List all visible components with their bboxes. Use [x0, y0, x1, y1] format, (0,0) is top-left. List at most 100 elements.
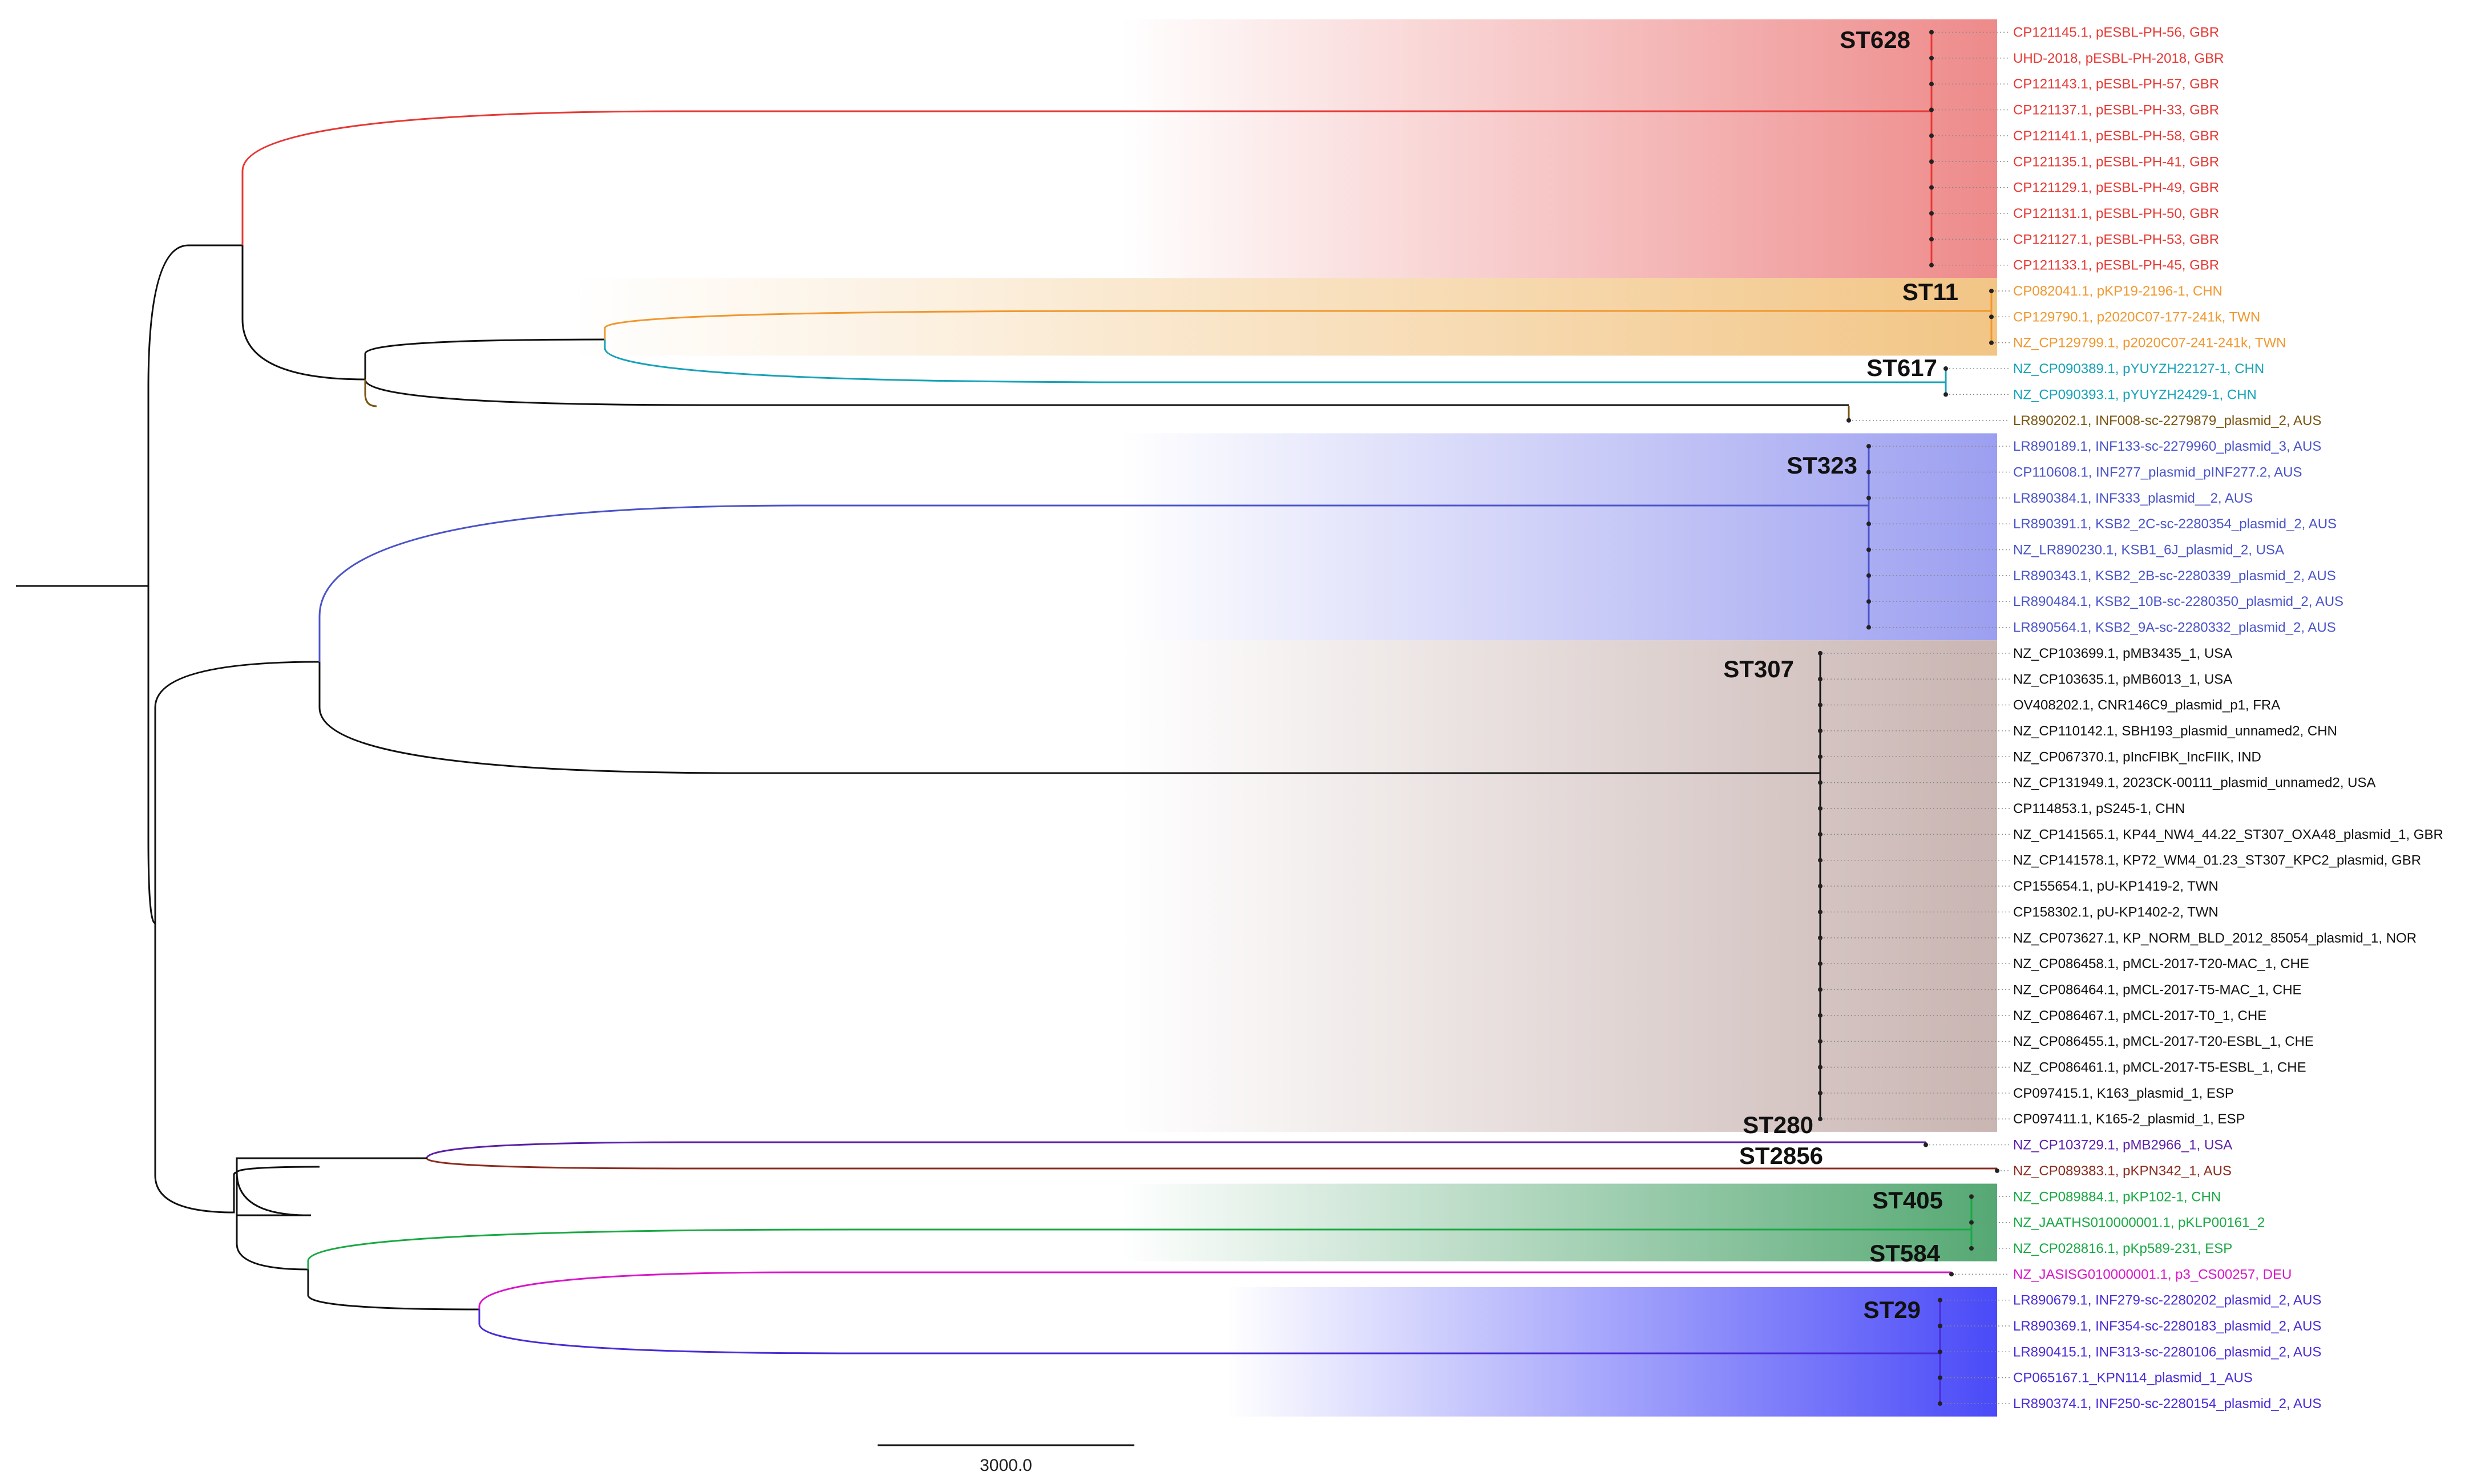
leaf-label: CP129790.1, p2020C07-177-241k, TWN: [2013, 309, 2260, 325]
st307-branch: [318, 662, 1820, 774]
leaf-label: CP155654.1, pU-KP1419-2, TWN: [2013, 879, 2219, 894]
leaf-label: NZ_CP103635.1, pMB6013_1, USA: [2013, 672, 2232, 687]
st323-band: [1121, 433, 1997, 641]
leaf-labels: CP121145.1, pESBL-PH-56, GBR UHD-2018, pE…: [2013, 25, 2443, 1412]
leaf-node: [1866, 573, 1871, 578]
leaf-node: [1818, 1090, 1823, 1095]
clade-labels: ST628 ST11 ST617 ST323 ST307 ST280 ST2856 ST405…: [1723, 26, 1958, 1323]
leaf-label: UHD-2018, pESBL-PH-2018, GBR: [2013, 51, 2224, 66]
leaf-node: [1818, 1065, 1823, 1070]
leaf-label: NZ_CP090389.1, pYUYZH22127-1, CHN: [2013, 361, 2264, 377]
leaf-label: CP121141.1, pESBL-PH-58, GBR: [2013, 128, 2219, 144]
leaf-node: [1818, 728, 1823, 733]
st628-band: [1121, 19, 1997, 278]
leaf-node: [1818, 1117, 1823, 1122]
leaf-node: [1938, 1401, 1942, 1406]
leaf-node: [1818, 1013, 1823, 1018]
leaf-label: NZ_CP090393.1, pYUYZH2429-1, CHN: [2013, 387, 2257, 402]
leaf-node: [1929, 185, 1934, 190]
leaf-label: NZ_CP129799.1, p2020C07-241-241k, TWN: [2013, 335, 2286, 351]
leaf-node: [1989, 340, 1994, 345]
leaf-label: CP121135.1, pESBL-PH-41, GBR: [2013, 154, 2219, 169]
leaf-node: [1969, 1194, 1974, 1199]
st280-st2856-node: [236, 1172, 311, 1216]
leaf-node: [1866, 521, 1871, 527]
leaf-node: [1929, 237, 1934, 242]
leaf-label: NZ_CP141578.1, KP72_WM4_01.23_ST307_KPC2…: [2013, 853, 2421, 868]
upper-group-split: [241, 245, 366, 381]
leaf-label: LR890189.1, INF133-sc-2279960_plasmid_3,…: [2013, 439, 2321, 454]
leaf-node: [1818, 780, 1823, 785]
leaf-label: NZ_CP086455.1, pMCL-2017-T20-ESBL_1, CHE: [2013, 1034, 2314, 1049]
leaf-node: [1969, 1220, 1974, 1225]
clade-terminal-combs: [1818, 30, 1999, 1406]
clade-label-st405: ST405: [1872, 1187, 1943, 1214]
leaf-label: NZ_CP086464.1, pMCL-2017-T5-MAC_1, CHE: [2013, 982, 2302, 997]
leaf-node: [1846, 418, 1851, 423]
leaf-node: [1818, 909, 1823, 915]
leaf-node: [1989, 289, 1994, 293]
leaf-label: LR890202.1, INF008-sc-2279879_plasmid_2,…: [2013, 413, 2321, 428]
leaf-node: [1929, 211, 1934, 216]
st584-branch: [478, 1271, 1951, 1309]
leaf-label: NZ_JAATHS010000001.1, pKLP00161_2: [2013, 1215, 2265, 1231]
leaf-node: [1866, 599, 1871, 604]
leaf-label: CP121127.1, pESBL-PH-53, GBR: [2013, 232, 2219, 247]
leaf-label: LR890679.1, INF279-sc-2280202_plasmid_2,…: [2013, 1293, 2321, 1308]
leaf-label: NZ_CP086461.1, pMCL-2017-T5-ESBL_1, CHE: [2013, 1060, 2306, 1075]
st280-st2856-base: [236, 1157, 427, 1172]
leaf-label: NZ_CP089884.1, pKP102-1, CHN: [2013, 1189, 2221, 1204]
leaf-label: NZ_CP067370.1, pIncFIBK_IncFIIK, IND: [2013, 749, 2261, 765]
leaf-label: NZ_CP089383.1, pKPN342_1, AUS: [2013, 1163, 2232, 1179]
st323-st307-split: [154, 661, 320, 923]
leaf-node: [1818, 650, 1823, 656]
leaf-label: LR890343.1, KSB2_2B-sc-2280339_plasmid_2…: [2013, 568, 2336, 584]
leaf-label: CP121145.1, pESBL-PH-56, GBR: [2013, 25, 2219, 41]
leaf-node: [1818, 858, 1823, 863]
leaf-label: OV408202.1, CNR146C9_plasmid_p1, FRA: [2013, 698, 2280, 713]
leaf-label: CP114853.1, pS245-1, CHN: [2013, 801, 2185, 816]
leaf-label: CP110608.1, INF277_plasmid_pINF277.2, AU…: [2013, 464, 2302, 480]
leaf-node: [1929, 107, 1934, 112]
lower-group-split: [154, 923, 237, 1214]
leaf-node: [1929, 82, 1934, 87]
scale-bar: 3000.0: [878, 1444, 1134, 1475]
leaf-label: NZ_LR890230.1, KSB1_6J_plasmid_2, USA: [2013, 543, 2284, 558]
leaf-node: [1818, 884, 1823, 889]
st584-st29-split: [307, 1269, 480, 1311]
leaf-node: [1929, 159, 1934, 164]
clade-label-st307: ST307: [1723, 656, 1794, 682]
leaf-node: [1943, 392, 1948, 397]
leaf-node: [1943, 366, 1948, 371]
leaf-node: [1924, 1142, 1928, 1147]
leaf-node: [1938, 1297, 1942, 1303]
clade-label-st617: ST617: [1866, 354, 1937, 381]
leaf-node: [1818, 961, 1823, 967]
clade-label-st280: ST280: [1743, 1111, 1813, 1138]
leaf-node: [1866, 625, 1871, 630]
leaf-node: [1818, 935, 1823, 940]
leaf-label: NZ_CP086467.1, pMCL-2017-T0_1, CHE: [2013, 1008, 2266, 1024]
leaf-label: NZ_CP028816.1, pKp589-231, ESP: [2013, 1241, 2232, 1256]
leaf-label: CP082041.1, pKP19-2196-1, CHN: [2013, 284, 2223, 299]
clade-highlight-bands: [571, 19, 1997, 1417]
leaf-node: [1995, 1168, 1999, 1173]
leaf-node: [1818, 987, 1823, 992]
leaf-label: NZ_CP103699.1, pMB3435_1, USA: [2013, 646, 2232, 661]
backbone-split: [147, 244, 243, 924]
leaf-node: [1929, 55, 1934, 60]
leaf-node: [1866, 547, 1871, 552]
leaf-label: LR890564.1, KSB2_9A-sc-2280332_plasmid_2…: [2013, 620, 2336, 636]
leaf-label: CP065167.1_KPN114_plasmid_1_AUS: [2013, 1370, 2253, 1386]
leaf-label: CP121137.1, pESBL-PH-33, GBR: [2013, 103, 2219, 118]
leaf-node: [1818, 702, 1823, 707]
leaf-label: NZ_CP073627.1, KP_NORM_BLD_2012_85054_pl…: [2013, 931, 2417, 946]
leaf-node: [1929, 133, 1934, 138]
leaf-label: LR890415.1, INF313-sc-2280106_plasmid_2,…: [2013, 1344, 2321, 1360]
tree-branches: [16, 110, 1997, 1354]
st29-branch: [478, 1309, 1940, 1354]
leaf-node: [1818, 832, 1823, 837]
leaf-node: [1818, 754, 1823, 759]
clade-label-st29: ST29: [1864, 1296, 1921, 1323]
